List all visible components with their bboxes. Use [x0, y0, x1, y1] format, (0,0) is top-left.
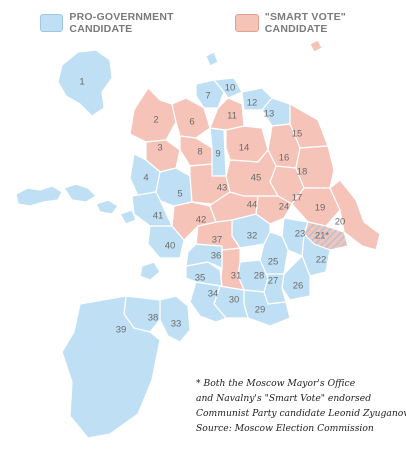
- district-34: [189, 281, 227, 323]
- district-label-30: 30: [229, 295, 240, 306]
- district-label-45: 45: [251, 173, 262, 184]
- district-label-8: 8: [197, 147, 202, 158]
- district-10: [213, 77, 243, 99]
- district-label-20: 20: [335, 217, 346, 228]
- district-label-4: 4: [143, 173, 148, 184]
- district-label-43: 43: [217, 183, 228, 194]
- district-label-36: 36: [211, 251, 222, 262]
- district-label-26: 26: [293, 281, 304, 292]
- footnote-line-1: * Both the Moscow Mayor's Office: [196, 378, 356, 389]
- legend-government-label: PRO-GOVERNMENT CANDIDATE: [69, 11, 174, 35]
- district-39: [61, 295, 161, 439]
- footnote: * Both the Moscow Mayor's Office and Nav…: [196, 376, 406, 436]
- outlying-territory-6: [205, 51, 219, 67]
- district-1: [57, 49, 113, 117]
- district-45: [225, 149, 279, 197]
- legend-smart-vote: "SMART VOTE" CANDIDATE: [235, 11, 396, 35]
- district-label-40: 40: [165, 241, 176, 252]
- district-label-10: 10: [225, 83, 236, 94]
- map-legend: PRO-GOVERNMENT CANDIDATE "SMART VOTE" CA…: [40, 11, 396, 35]
- district-31: [219, 247, 245, 291]
- district-label-38: 38: [148, 313, 159, 324]
- district-label-41: 41: [153, 211, 164, 222]
- district-label-9: 9: [215, 149, 220, 160]
- district-label-27: 27: [268, 276, 279, 287]
- district-5: [155, 167, 193, 207]
- footnote-line-3: Communist Party candidate Leonid Zyugano…: [196, 408, 406, 419]
- district-label-23: 23: [295, 229, 306, 240]
- footnote-line-2: and Navalny's "Smart Vote" endorsed: [196, 393, 372, 404]
- district-label-29: 29: [255, 305, 266, 316]
- district-label-17: 17: [292, 193, 303, 204]
- legend-government: PRO-GOVERNMENT CANDIDATE: [40, 11, 221, 35]
- district-label-28: 28: [254, 271, 265, 282]
- district-label-42: 42: [196, 215, 207, 226]
- smart-vote-swatch: [235, 14, 259, 32]
- district-label-11: 11: [227, 111, 237, 122]
- district-label-37: 37: [212, 235, 223, 246]
- district-label-21: 21*: [315, 231, 330, 242]
- district-label-5: 5: [177, 189, 182, 200]
- district-label-16: 16: [279, 153, 290, 164]
- district-6: [171, 97, 211, 139]
- government-swatch: [40, 14, 64, 32]
- district-33: [159, 295, 191, 343]
- district-label-34: 34: [208, 289, 219, 300]
- source-note: Source: Moscow Election Commission: [196, 423, 374, 434]
- outlying-territory-2: [63, 183, 97, 203]
- district-label-2: 2: [153, 115, 158, 126]
- district-8: [179, 135, 213, 167]
- district-label-33: 33: [171, 319, 182, 330]
- district-label-15: 15: [292, 129, 303, 140]
- district-label-18: 18: [297, 167, 308, 178]
- outlying-territory-3: [95, 199, 119, 215]
- outlying-territory-5: [139, 261, 161, 281]
- district-label-6: 6: [189, 117, 194, 128]
- outlying-territory-4: [119, 209, 137, 225]
- outlying-territory-1: [15, 185, 63, 207]
- district-label-35: 35: [195, 273, 206, 284]
- district-label-13: 13: [264, 109, 275, 120]
- district-label-31: 31: [231, 271, 242, 282]
- district-label-12: 12: [247, 98, 258, 109]
- district-label-14: 14: [239, 143, 250, 154]
- district-label-44: 44: [247, 200, 258, 211]
- district-label-22: 22: [316, 255, 327, 266]
- district-label-25: 25: [268, 257, 279, 268]
- district-label-3: 3: [157, 143, 162, 154]
- district-label-39: 39: [116, 325, 127, 336]
- district-label-32: 32: [247, 231, 258, 242]
- legend-smart-vote-label: "SMART VOTE" CANDIDATE: [264, 11, 346, 35]
- district-20: [329, 179, 381, 251]
- district-label-1: 1: [79, 77, 84, 88]
- district-label-7: 7: [205, 91, 210, 102]
- district-label-24: 24: [279, 202, 290, 213]
- outlying-fragment: [309, 39, 323, 53]
- district-label-19: 19: [315, 203, 326, 214]
